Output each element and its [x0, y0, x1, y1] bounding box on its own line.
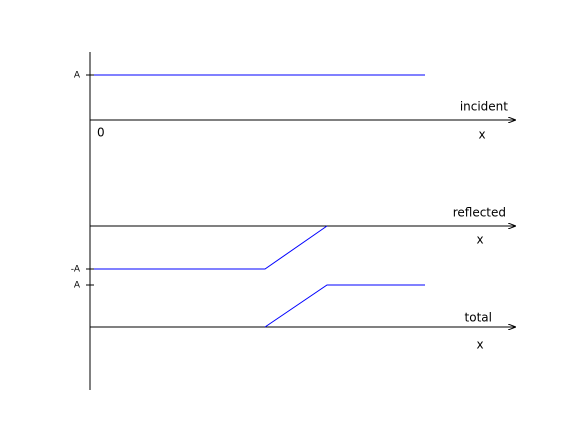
tick-label: A	[74, 281, 81, 291]
reflected-wave	[90, 225, 328, 270]
x-label: x	[476, 233, 483, 247]
panel-label: incident	[460, 100, 508, 114]
x-label: x	[478, 128, 485, 142]
tick-label: -A	[71, 265, 81, 275]
panel-label: total	[465, 311, 492, 325]
panel-label: reflected	[453, 206, 506, 220]
total-wave	[264, 284, 425, 328]
x-label: x	[476, 338, 483, 352]
tick-label: A	[74, 71, 81, 81]
origin-label: 0	[97, 126, 105, 140]
